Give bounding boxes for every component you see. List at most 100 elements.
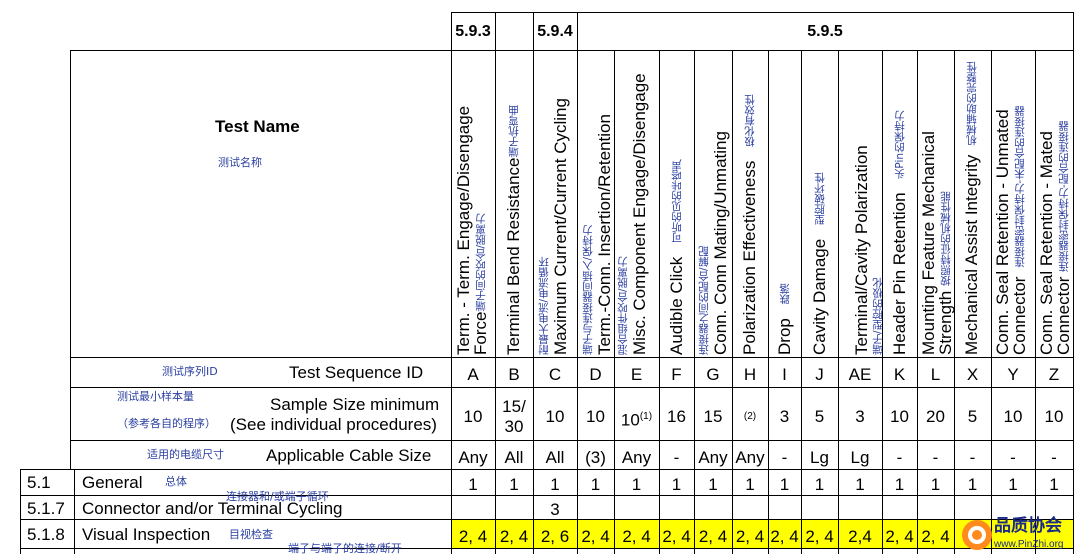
table-cell: 5: [967, 406, 978, 426]
table-cell: 1: [894, 475, 905, 494]
table-cell: K: [893, 365, 906, 384]
table-cell: 1: [468, 475, 478, 494]
table-cell: 10: [545, 406, 565, 426]
grid-line: [694, 50, 695, 554]
column-header: 连接器之间的配合/解配 Conn. Conn Mating/Unmating: [698, 131, 730, 355]
table-cell: -: [969, 447, 976, 467]
table-cell: 2, 4: [458, 526, 488, 546]
table-cell: (2): [732, 407, 768, 431]
row-label: Sample Size minimum: [270, 395, 440, 414]
table-cell: 15/ 30: [502, 396, 526, 436]
table-cell: Any: [735, 447, 765, 467]
table-cell: 3: [855, 406, 865, 426]
row-label: (See individual procedures): [230, 415, 437, 434]
table-cell: 1: [550, 475, 560, 494]
grid-line: [70, 357, 1073, 358]
test-name-heading: Test Name: [215, 117, 300, 136]
table-cell: 3: [550, 500, 560, 519]
table-cell: G: [706, 365, 720, 384]
grid-line: [533, 12, 534, 554]
table-cell: AE: [848, 365, 872, 384]
table-cell: 16: [667, 406, 686, 426]
row-label-cn: 测试序列ID: [162, 365, 218, 378]
table-cell: 2, 4: [581, 526, 610, 546]
table-cell: 1: [779, 475, 790, 494]
row-id: 5.1: [27, 473, 51, 492]
row-id: 5.1.7: [27, 499, 65, 518]
row-id: 5.1.8: [27, 525, 65, 544]
grid-line: [732, 50, 733, 554]
table-cell: 10: [1044, 406, 1064, 426]
test-name-cn: 测试名称: [218, 156, 262, 169]
row-label-cn: 连接器和/或端子循环: [226, 490, 329, 503]
table-cell: -: [932, 447, 939, 467]
table-cell: 2, 4: [622, 526, 651, 546]
grid-line: [801, 50, 802, 554]
table-cell: Lg: [810, 447, 829, 467]
table-cell: 2, 4: [770, 526, 799, 546]
table-cell: H: [743, 365, 757, 384]
table-cell: D: [589, 365, 602, 384]
watermark-url: www.PinZhi.org: [994, 539, 1064, 550]
grid-line: [70, 440, 1073, 441]
table-cell: (3): [585, 447, 606, 467]
table-cell: 1: [967, 475, 978, 494]
table-cell: 10: [586, 406, 605, 426]
row-label: Applicable Cable Size: [266, 446, 432, 465]
grid-line: [70, 50, 1073, 51]
column-header: 端子与连接器间插入/保持力 Term.-Conn. Insertion/Reten…: [582, 114, 614, 355]
table-cell: 2,4: [848, 526, 872, 546]
column-header: 耐最大电流/电流循环 Maximum Current/Current Cyclin…: [538, 98, 570, 355]
table-cell: -: [1051, 447, 1057, 467]
grid-line: [74, 469, 75, 554]
footnote-marker: (2): [743, 410, 757, 422]
table-cell: 1: [930, 475, 941, 494]
table-cell: L: [930, 365, 941, 384]
section-label: 5.9.4: [537, 23, 573, 40]
table-cell: 2, 4: [805, 526, 834, 546]
table-cell: -: [896, 447, 903, 467]
table-cell: 1: [745, 475, 755, 494]
grid-line: [768, 50, 769, 554]
table-cell: 1: [855, 475, 865, 494]
table-cell: 2, 6: [540, 526, 570, 546]
grid-line: [20, 548, 1073, 549]
grid-line: [451, 12, 1073, 13]
table-cell: Any: [698, 447, 728, 467]
watermark-name: 品质协会: [994, 516, 1062, 536]
row-label: General: [82, 473, 143, 492]
table-cell: All: [545, 447, 565, 467]
table-cell: J: [815, 365, 824, 384]
row-label: Connector and/or Terminal Cycling: [82, 499, 343, 518]
row-label-cn: 目视检查: [229, 528, 273, 541]
grid-line: [495, 12, 496, 554]
table-cell: Z: [1048, 365, 1060, 384]
row-label-cn: 测试最小样本量: [117, 390, 194, 403]
column-header: Cavity Damage 型腔破坏性: [810, 172, 829, 355]
table-cell: Any: [621, 447, 652, 467]
table-cell: B: [508, 365, 520, 384]
column-header: Polarization Effectiveness 极化有效性: [740, 94, 759, 355]
grid-line: [20, 469, 21, 554]
table-cell: -: [673, 447, 680, 467]
table-cell: E: [630, 365, 643, 384]
table-cell: 2, 4: [921, 526, 950, 546]
table-cell: F: [671, 365, 682, 384]
grid-line: [659, 50, 660, 554]
grid-line: [917, 50, 918, 554]
table-cell: Lg: [850, 447, 870, 467]
column-header: Conn. Seal Retention - Mated Connector 连接…: [1037, 121, 1073, 355]
table-cell: 1: [509, 475, 519, 494]
table-cell: 1: [1049, 475, 1059, 494]
column-header: Drop 跌落: [775, 283, 794, 355]
table-cell: -: [781, 447, 788, 467]
column-header: Conn. Seal Retention - Unmated Connector …: [993, 106, 1029, 355]
watermark-logo-icon: [962, 520, 992, 550]
table-cell: Y: [1007, 365, 1019, 384]
table-cell: 15: [703, 406, 723, 426]
grid-line: [20, 519, 1073, 520]
grid-line: [70, 50, 71, 470]
section-label: 5.9.3: [455, 23, 491, 40]
column-header: Header Pin Retention 头Pin的保持力: [890, 110, 909, 355]
footnote-marker: (1): [639, 410, 653, 422]
